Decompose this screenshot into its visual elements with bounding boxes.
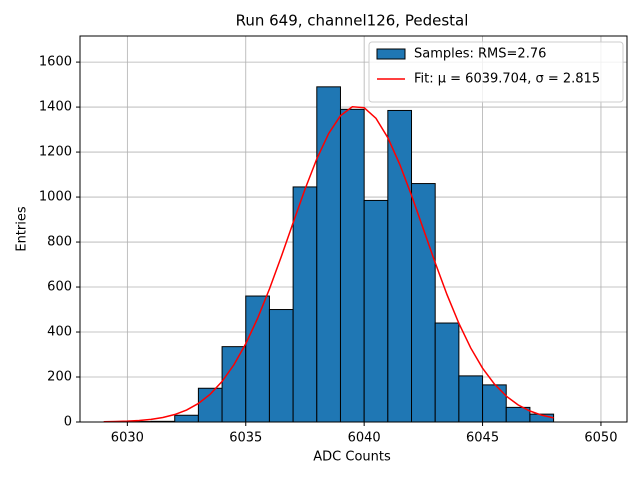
y-tick-label: 1600 — [39, 55, 72, 70]
y-tick-label: 0 — [64, 415, 72, 430]
plot-frame — [79, 35, 628, 423]
histogram-bar — [268, 309, 294, 423]
x-tick-label: 6035 — [229, 431, 262, 446]
legend-patch — [376, 48, 406, 60]
histogram-bar — [363, 199, 389, 423]
histogram-bar — [339, 108, 365, 423]
legend-label: Samples: RMS=2.76 — [414, 47, 546, 62]
x-tick-label: 6030 — [111, 431, 144, 446]
y-tick-label: 1200 — [39, 145, 72, 160]
y-tick-label: 400 — [47, 325, 72, 340]
x-tick-label: 6050 — [584, 431, 617, 446]
histogram-bar — [482, 384, 507, 423]
y-tick-label: 600 — [47, 280, 72, 295]
y-tick-label: 800 — [47, 235, 72, 250]
histogram-bar — [245, 295, 270, 423]
histogram-bar — [458, 375, 484, 423]
y-axis-label: Entries — [15, 206, 30, 252]
x-tick-label: 6040 — [348, 431, 381, 446]
histogram-bar — [221, 346, 247, 423]
legend-box — [368, 41, 624, 103]
y-tick-label: 1400 — [39, 100, 72, 115]
chart-title: Run 649, channel126, Pedestal — [236, 12, 469, 30]
fit-line — [103, 106, 554, 423]
histogram-bar — [387, 109, 413, 423]
x-tick-label: 6045 — [466, 431, 499, 446]
histogram-bar — [174, 414, 199, 423]
legend-label: Fit: μ = 6039.704, σ = 2.815 — [414, 72, 600, 87]
histogram-bar — [292, 186, 318, 423]
histogram-bar — [434, 322, 460, 423]
y-tick-label: 1000 — [39, 190, 72, 205]
histogram-bar — [316, 86, 341, 423]
x-axis-label: ADC Counts — [313, 450, 391, 465]
histogram-bar — [411, 183, 436, 423]
y-tick-label: 200 — [47, 370, 72, 385]
